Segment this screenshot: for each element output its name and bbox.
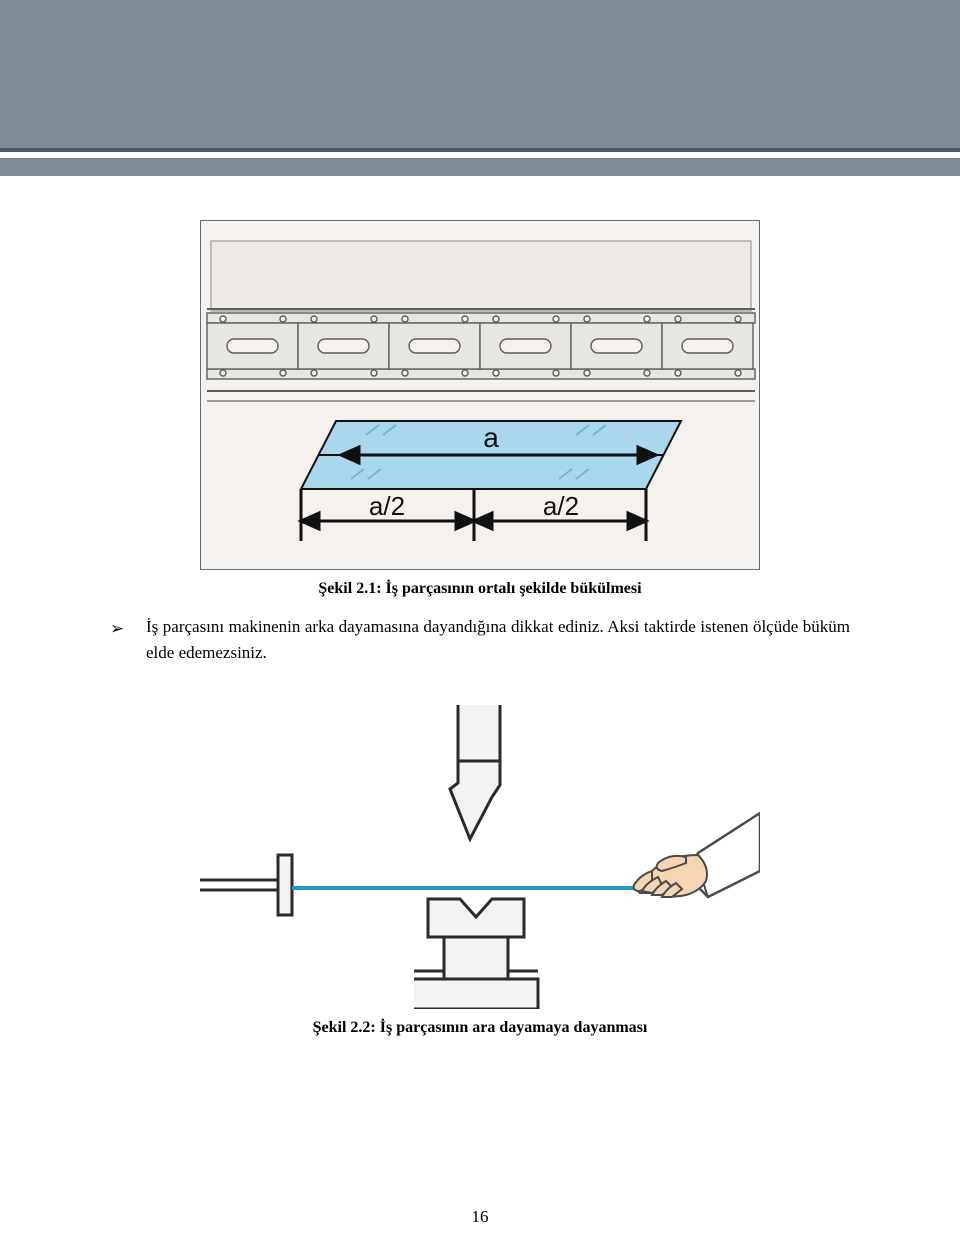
bullet-arrow-icon: ➢ [110, 614, 146, 667]
figure1-caption: Şekil 2.1: İş parçasının ortalı şekilde … [110, 580, 850, 598]
figure1-label-a-half-right: a/2 [543, 491, 579, 521]
bullet-row: ➢ İş parçasını makinenin arka dayamasına… [110, 614, 850, 667]
figure1-svg: a [201, 221, 760, 570]
figure2-svg [200, 705, 760, 1009]
figure1-container: a [110, 220, 850, 570]
header-rule-light [0, 158, 960, 176]
figure1-label-a: a [483, 422, 499, 453]
figure2 [200, 705, 760, 1009]
figure2-container [110, 705, 850, 1009]
header-rule-dark [0, 148, 960, 152]
page-number: 16 [0, 1207, 960, 1227]
figure1-label-a-half-left: a/2 [369, 491, 405, 521]
bullet-text: İş parçasını makinenin arka dayamasına d… [146, 614, 850, 667]
header-band [0, 0, 960, 148]
figure1: a [200, 220, 760, 570]
page-content: a [0, 210, 960, 1037]
figure2-caption: Şekil 2.2: İş parçasının ara dayamaya da… [110, 1019, 850, 1037]
